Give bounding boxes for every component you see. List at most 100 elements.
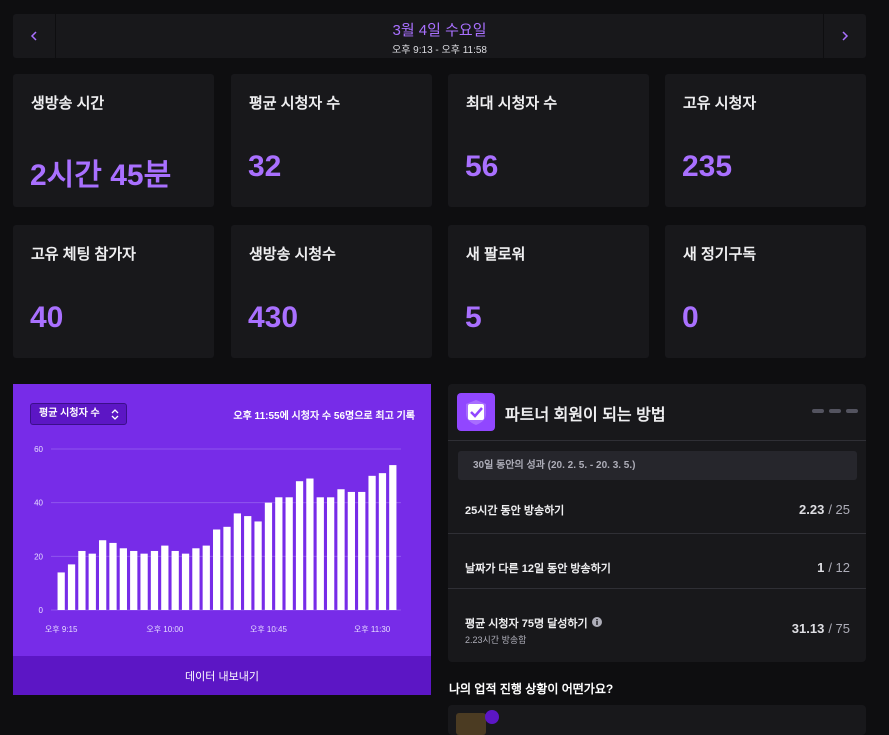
stat-card: 최대 시청자 수 56 <box>448 74 649 207</box>
stat-label: 새 팔로워 <box>466 246 526 263</box>
bar <box>213 529 221 610</box>
y-tick-label: 20 <box>34 552 43 561</box>
goal-progress: 1/ 12 <box>817 560 850 575</box>
bar <box>202 545 210 610</box>
stat-value: 235 <box>682 150 733 183</box>
stat-label: 평균 시청자 수 <box>249 95 341 112</box>
chart-panel: 평균 시청자 수 오후 11:55에 시청자 수 56명으로 최고 기록 0 20… <box>13 384 431 695</box>
stat-value: 430 <box>248 301 299 334</box>
progress-target: / 75 <box>828 621 850 636</box>
stat-label: 생방송 시간 <box>31 95 105 112</box>
goal-text: 25시간 동안 방송하기 <box>465 505 565 517</box>
partner-panel: 파트너 회원이 되는 방법 30일 동안의 성과 (20. 2. 5. - 20… <box>448 384 866 662</box>
achievement-card <box>448 705 866 735</box>
bar <box>99 540 107 610</box>
stat-label: 생방송 시청수 <box>249 246 336 263</box>
stat-value: 5 <box>465 301 482 334</box>
stat-card: 새 정기구독 0 <box>665 225 866 358</box>
bar <box>223 526 231 610</box>
divider <box>448 588 866 589</box>
bar <box>67 564 76 610</box>
stat-label: 고유 시청자 <box>683 95 757 112</box>
stat-value: 32 <box>248 150 282 183</box>
stat-card: 평균 시청자 수 32 <box>231 74 432 207</box>
bar <box>316 497 324 610</box>
partner-icon <box>457 393 495 431</box>
partner-title: 파트너 회원이 되는 방법 <box>505 407 666 424</box>
progress-current: 1 <box>817 560 825 575</box>
stat-label: 최대 시청자 수 <box>466 95 558 112</box>
bar <box>389 465 397 610</box>
goal-text: 날짜가 다른 12일 동안 방송하기 <box>465 563 611 575</box>
bar <box>378 473 387 610</box>
stat-card: 생방송 시간 2시간 45분 <box>13 74 214 207</box>
bar <box>88 553 96 610</box>
export-button[interactable]: 데이터 내보내기 <box>13 656 431 695</box>
bar <box>150 550 159 610</box>
period: 30일 동안의 성과 (20. 2. 5. - 20. 3. 5.) <box>458 451 857 480</box>
divider <box>448 533 866 534</box>
bar <box>57 572 65 610</box>
progress-current: 31.13 <box>791 621 825 636</box>
progress-target: / 25 <box>828 502 850 517</box>
bar <box>181 553 190 610</box>
next-button[interactable] <box>823 14 866 58</box>
chevron-right <box>842 31 849 41</box>
dropdown-label: 평균 시청자 수 <box>39 408 100 419</box>
y-tick-label: 0 <box>39 606 44 615</box>
stat-value: 2시간 45분 <box>30 159 172 192</box>
achievements-question: 나의 업적 진행 상황이 어떤가요? <box>449 682 614 696</box>
stat-value: 0 <box>682 301 699 334</box>
bar <box>130 550 138 610</box>
info-icon[interactable] <box>588 617 602 627</box>
bar <box>358 491 366 610</box>
bar <box>140 553 148 610</box>
bar <box>192 548 200 610</box>
goal-progress: 31.13/ 75 <box>792 621 850 636</box>
bar <box>347 491 355 610</box>
progress-current: 2.23 <box>799 502 825 517</box>
bar <box>171 550 179 610</box>
peak-annotation: 오후 11:55에 시청자 수 56명으로 최고 기록 <box>233 411 415 422</box>
goal-sub: 2.23시간 방송함 <box>465 635 527 645</box>
bar <box>78 550 86 610</box>
y-tick-label: 40 <box>34 499 43 508</box>
stat-label: 고유 체팅 참가자 <box>31 246 136 263</box>
chart: 0 20 40 60 오후 9:15 오후 10:00 오후 10:45 오후 11:30 <box>34 445 401 634</box>
x-tick-label: 오후 11:30 <box>354 625 391 634</box>
bar <box>244 516 252 610</box>
goal-progress: 2.23/ 25 <box>799 502 850 517</box>
date: 3월 4일 수요일 <box>392 22 487 39</box>
date-header: 3월 4일 수요일 오후 9:13 - 오후 11:58 <box>13 14 866 58</box>
prev-button[interactable] <box>13 14 56 58</box>
stat-value: 40 <box>30 301 64 334</box>
dropdown-icon <box>111 409 119 420</box>
achievement-badge <box>485 710 499 724</box>
divider <box>448 440 866 441</box>
stat-card: 고유 시청자 235 <box>665 74 866 207</box>
stat-label: 새 정기구독 <box>683 246 757 263</box>
y-tick-label: 60 <box>34 445 43 454</box>
goal-row: 평균 시청자 75명 달성하기 2.23시간 방송함 31.13/ 75 <box>465 615 850 646</box>
bar <box>254 521 262 610</box>
bar <box>161 545 169 610</box>
progress-target: / 12 <box>828 560 850 575</box>
goal-row: 25시간 동안 방송하기 2.23/ 25 <box>465 502 850 518</box>
stat-card: 생방송 시청수 430 <box>231 225 432 358</box>
bar <box>264 502 273 610</box>
bar <box>368 475 376 610</box>
bar <box>275 497 283 610</box>
bar <box>233 513 241 610</box>
bar <box>295 481 304 610</box>
bar <box>119 548 127 610</box>
bar <box>337 489 345 610</box>
metric-dropdown[interactable]: 평균 시청자 수 <box>30 403 127 425</box>
stat-card: 새 팔로워 5 <box>448 225 649 358</box>
bar <box>306 478 314 610</box>
goal-text: 평균 시청자 75명 달성하기 <box>465 615 850 631</box>
x-tick-label: 오후 9:15 <box>45 625 78 634</box>
more-menu[interactable] <box>812 408 858 414</box>
x-tick-label: 오후 10:00 <box>146 625 184 634</box>
